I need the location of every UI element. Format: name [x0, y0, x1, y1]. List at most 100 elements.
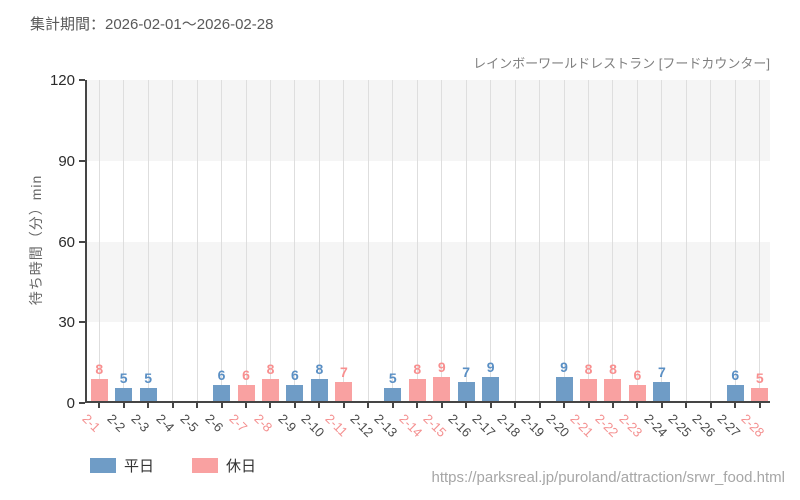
x-tick-mark — [269, 403, 272, 408]
weekday-bar — [115, 387, 133, 401]
x-tick-mark — [98, 403, 101, 408]
x-tick-label: 2-1 — [79, 411, 104, 435]
bar-value-label: 9 — [437, 358, 446, 375]
gridline — [539, 80, 541, 401]
x-tick-mark — [147, 403, 150, 408]
y-tick-mark — [79, 79, 85, 81]
x-tick-label: 2-20 — [543, 411, 573, 441]
holiday-bar — [261, 379, 279, 401]
x-tick-mark — [587, 403, 590, 408]
bar-value-label: 8 — [95, 361, 104, 378]
weekday-bar — [653, 382, 671, 401]
x-tick-mark — [122, 403, 125, 408]
x-tick-label: 2-23 — [616, 411, 646, 441]
x-tick-mark — [391, 403, 394, 408]
x-tick-mark — [734, 403, 737, 408]
bar-value-label: 6 — [633, 366, 642, 383]
attraction-name-subtitle: レインボーワールドレストラン [フードカウンター] — [473, 56, 770, 71]
x-tick-label: 2-7 — [226, 411, 251, 435]
gridline — [759, 80, 761, 401]
gridline — [514, 80, 516, 401]
bar-value-label: 8 — [609, 361, 617, 378]
gridline — [734, 80, 736, 401]
gridline — [490, 80, 492, 401]
x-tick-mark — [636, 403, 639, 408]
weekday-bar — [555, 376, 573, 401]
bar-value-label: 6 — [217, 366, 226, 383]
x-tick-mark — [440, 403, 443, 408]
x-tick-label: 2-22 — [591, 411, 621, 441]
x-tick-label: 2-5 — [177, 411, 202, 435]
x-tick-mark — [318, 403, 321, 408]
bar-value-label: 5 — [388, 369, 397, 386]
gridline — [147, 80, 149, 401]
x-tick-mark — [196, 403, 199, 408]
x-tick-label: 2-25 — [665, 411, 695, 441]
holiday-bar — [335, 382, 353, 401]
weekday-color-swatch — [90, 458, 116, 473]
x-tick-mark — [293, 403, 296, 408]
gridline — [588, 80, 590, 401]
x-tick-label: 2-2 — [104, 411, 129, 435]
gridline — [465, 80, 467, 401]
x-tick-mark — [611, 403, 614, 408]
x-tick-label: 2-14 — [396, 411, 426, 441]
bar-value-label: 8 — [266, 361, 275, 378]
gridline — [98, 80, 100, 401]
gridline — [343, 80, 345, 401]
gridline — [392, 80, 394, 401]
bar-value-label: 7 — [462, 364, 471, 381]
x-tick-mark — [563, 403, 566, 408]
gridline — [221, 80, 223, 401]
y-tick-label: 60 — [58, 233, 75, 251]
holiday-color-swatch — [192, 458, 219, 473]
weekday-bar — [213, 384, 231, 401]
x-tick-label: 2-16 — [445, 411, 475, 441]
bar-value-label: 5 — [144, 369, 153, 386]
x-tick-label: 2-15 — [420, 411, 450, 441]
weekday-bar — [310, 379, 328, 401]
x-tick-label: 2-6 — [202, 411, 227, 435]
y-tick-label: 0 — [66, 395, 75, 412]
x-tick-label: 2-13 — [371, 411, 401, 441]
holiday-bar — [433, 376, 451, 401]
holiday-bar — [237, 384, 255, 401]
x-tick-mark — [489, 403, 492, 408]
background-band — [87, 80, 770, 161]
bar-value-label: 8 — [584, 361, 593, 378]
x-tick-mark — [367, 403, 370, 408]
x-tick-mark — [538, 403, 541, 408]
gridline — [710, 80, 712, 401]
y-tick-mark — [79, 402, 85, 404]
gridline — [685, 80, 687, 401]
holiday-bar — [408, 379, 426, 401]
bar-value-label: 6 — [291, 366, 299, 383]
bar-value-label: 7 — [658, 364, 666, 381]
bar-value-label: 5 — [755, 369, 764, 386]
bar-value-label: 8 — [413, 361, 422, 378]
bar-value-label: 6 — [731, 366, 740, 383]
y-tick-label: 90 — [58, 152, 75, 170]
gridline — [318, 80, 320, 401]
bar-value-label: 5 — [119, 369, 128, 386]
x-tick-mark — [416, 403, 419, 408]
holiday-bar — [751, 387, 769, 401]
background-band — [87, 241, 770, 323]
y-tick-label: 120 — [49, 72, 75, 89]
gridline — [367, 80, 369, 401]
legend-label-weekday: 平日 — [124, 458, 155, 475]
weekday-bar — [457, 382, 475, 401]
legend-item-holiday: 休日 — [192, 455, 256, 476]
x-tick-mark — [245, 403, 248, 408]
plot-area: 8 2-1 5 2-2 5 2-3 2-4 2-5 6 2-6 6 2-7 8 2-8 6 2-9 8 2-10 7… — [50, 73, 770, 440]
gridline — [612, 80, 614, 401]
x-tick-mark — [465, 403, 468, 408]
weekday-bar — [482, 376, 500, 401]
x-tick-label: 2-9 — [275, 411, 300, 435]
x-tick-label: 2-26 — [689, 411, 719, 441]
x-tick-mark — [514, 403, 517, 408]
weekday-bar — [384, 387, 402, 401]
gridline — [245, 80, 247, 401]
gridline — [172, 80, 174, 401]
holiday-bar — [580, 379, 598, 401]
